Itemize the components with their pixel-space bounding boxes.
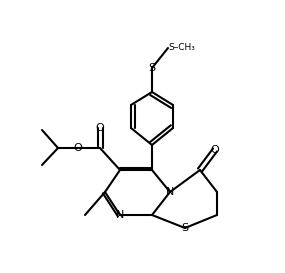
Text: O: O	[96, 123, 104, 133]
Text: S: S	[148, 63, 156, 73]
Text: O: O	[211, 145, 219, 155]
Text: S: S	[182, 223, 189, 233]
Text: O: O	[74, 143, 82, 153]
Text: N: N	[116, 210, 124, 220]
Text: S–CH₃: S–CH₃	[168, 43, 195, 52]
Text: N: N	[166, 187, 174, 197]
